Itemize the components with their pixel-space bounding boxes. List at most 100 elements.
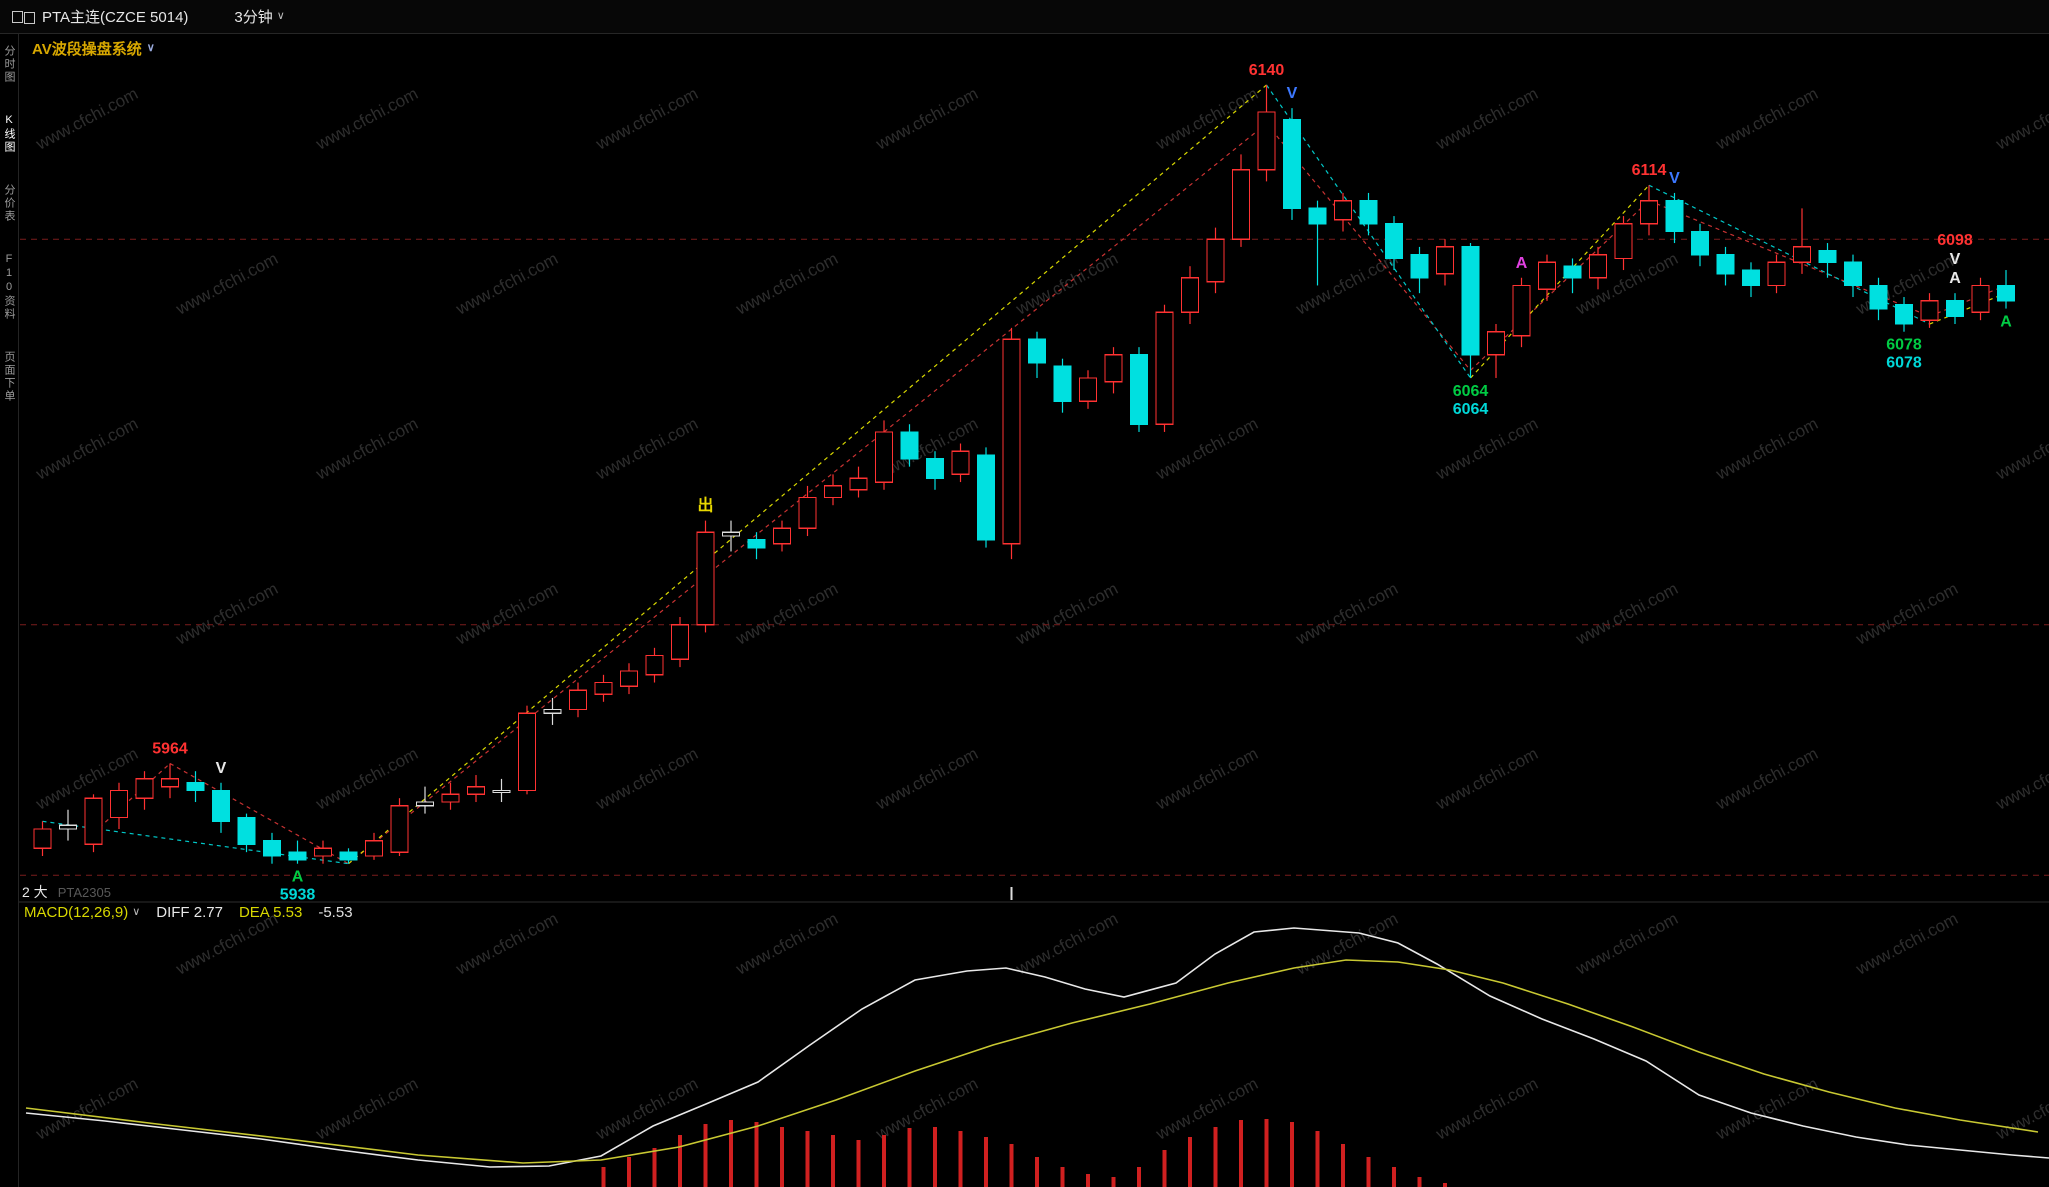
candle-body[interactable] (1614, 223, 1633, 260)
candle-body[interactable] (1129, 354, 1149, 425)
candle-body[interactable] (441, 793, 460, 803)
candle-body[interactable] (568, 689, 588, 711)
candle-body[interactable] (1155, 311, 1174, 425)
candle-body[interactable] (1843, 261, 1863, 287)
candle-body[interactable] (823, 485, 843, 499)
candle-body[interactable] (517, 712, 537, 792)
sidebar-item-time-chart[interactable]: 分时图 (3, 45, 15, 84)
candle-body[interactable] (1002, 338, 1021, 545)
candle-body[interactable] (976, 454, 996, 541)
macd-label: MACD(12,26,9) (24, 904, 129, 921)
period-selector[interactable]: 3分钟 ∨ (234, 6, 284, 27)
watermark-text: www.cfchi.com (1012, 579, 1121, 649)
candle-body[interactable] (1971, 284, 1990, 314)
candle-body[interactable] (925, 458, 945, 479)
candle-body[interactable] (1104, 354, 1123, 383)
candle-body[interactable] (1588, 253, 1608, 279)
candle-body[interactable] (1486, 331, 1506, 356)
candle-body[interactable] (109, 789, 129, 819)
candle-body[interactable] (415, 801, 435, 807)
candle-body[interactable] (645, 654, 664, 676)
candle-body[interactable] (1053, 365, 1072, 402)
watermark-text: www.cfchi.com (32, 84, 141, 154)
candle-body[interactable] (466, 785, 486, 796)
candle-body[interactable] (1359, 199, 1378, 225)
candle-body[interactable] (874, 431, 894, 483)
candle-body[interactable] (1308, 207, 1327, 225)
candle-body[interactable] (721, 531, 741, 537)
wave-system-indicator[interactable]: AV波段操盘系统 ∨ (32, 38, 155, 59)
candle-body[interactable] (1282, 118, 1302, 210)
candle-body[interactable] (1537, 261, 1557, 291)
candle-body[interactable] (1741, 269, 1761, 287)
sidebar-item-f10-info[interactable]: F10资料 (3, 253, 15, 321)
candle-body[interactable] (211, 789, 231, 823)
candle-body[interactable] (390, 805, 409, 853)
candle-body[interactable] (1767, 261, 1786, 287)
wave-line-minor (169, 762, 349, 865)
candle-body[interactable] (747, 539, 766, 549)
candle-body[interactable] (1231, 169, 1251, 240)
candle-body[interactable] (1818, 250, 1837, 264)
candle-body[interactable] (1257, 111, 1276, 171)
candle-body[interactable] (237, 816, 256, 846)
candle-body[interactable] (1894, 304, 1914, 325)
candle-body[interactable] (1512, 284, 1531, 337)
watermark-text: www.cfchi.com (32, 1074, 141, 1144)
sidebar-item-price-table[interactable]: 分价表 (3, 184, 15, 223)
candle-body[interactable] (1180, 277, 1200, 314)
candle-body[interactable] (1869, 284, 1888, 310)
candle-body[interactable] (186, 782, 205, 792)
sidebar-item-order-page[interactable]: 页面下单 (3, 351, 15, 403)
candle-body[interactable] (670, 624, 690, 661)
candle-body[interactable] (1945, 300, 1965, 318)
candle-body[interactable] (1435, 246, 1455, 275)
candle-body[interactable] (33, 828, 52, 849)
macd-indicator-selector[interactable]: MACD(12,26,9) ∨ (24, 904, 140, 921)
chart-annotation: 出 (697, 496, 713, 515)
candle-body[interactable] (262, 839, 282, 857)
watermark-text: www.cfchi.com (592, 414, 701, 484)
candle-body[interactable] (1333, 199, 1353, 221)
candle-body[interactable] (619, 670, 639, 688)
watermark-text: www.cfchi.com (1992, 414, 2049, 484)
candle-body[interactable] (849, 477, 868, 491)
candle-body[interactable] (135, 778, 154, 799)
candle-body[interactable] (84, 797, 103, 846)
candle-body[interactable] (364, 839, 384, 857)
candle-body[interactable] (339, 851, 358, 861)
candle-body[interactable] (543, 708, 562, 715)
candle-body[interactable] (1078, 377, 1098, 402)
candle-body[interactable] (492, 789, 511, 794)
candle-body[interactable] (1384, 223, 1404, 260)
candle-body[interactable] (288, 851, 307, 861)
candle-body[interactable] (1461, 246, 1480, 356)
candle-body[interactable] (772, 527, 792, 545)
candle-body[interactable] (1792, 246, 1812, 264)
watermark-text: www.cfchi.com (1152, 744, 1261, 814)
candle-body[interactable] (1716, 253, 1735, 275)
candle-body[interactable] (900, 431, 919, 460)
candle-body[interactable] (160, 778, 180, 788)
candle-body[interactable] (1639, 199, 1659, 225)
candle-body[interactable] (1410, 253, 1429, 279)
candle-body[interactable] (798, 496, 817, 530)
instrument-title[interactable]: PTA主连(CZCE 5014) (42, 9, 189, 26)
candle-body[interactable] (1665, 199, 1684, 233)
candle-body[interactable] (1920, 300, 1939, 321)
candle-body[interactable] (696, 531, 715, 626)
candle-body[interactable] (1206, 238, 1225, 283)
candle-body[interactable] (951, 450, 970, 476)
candle-body[interactable] (58, 824, 78, 830)
candle-body[interactable] (594, 681, 613, 695)
candle-body[interactable] (313, 847, 333, 857)
candle-body[interactable] (1027, 338, 1047, 364)
candle-body[interactable] (1996, 284, 2016, 302)
macd-dea-value: DEA 5.53 (238, 904, 303, 921)
sidebar-item-kline-chart[interactable]: K线图 (3, 114, 15, 154)
candle-body[interactable] (1563, 265, 1582, 279)
watermark-text: www.cfchi.com (1712, 414, 1821, 484)
candle-body[interactable] (1690, 230, 1710, 256)
